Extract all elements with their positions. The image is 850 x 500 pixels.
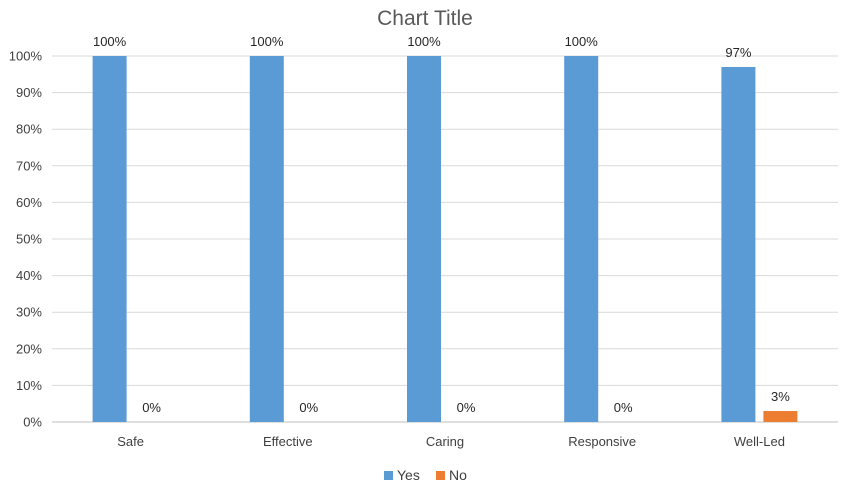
- x-category-label: Well-Led: [734, 434, 785, 449]
- x-category-label: Caring: [426, 434, 464, 449]
- bar-yes-responsive: [564, 56, 599, 422]
- data-label: 100%: [565, 34, 599, 49]
- y-tick-label: 10%: [16, 378, 42, 393]
- data-label: 0%: [299, 400, 318, 415]
- legend-swatch: [436, 471, 445, 480]
- legend-item-yes: Yes: [384, 467, 420, 483]
- y-tick-label: 60%: [16, 195, 42, 210]
- legend: Yes No: [384, 467, 467, 483]
- legend-label: Yes: [397, 467, 420, 483]
- data-label: 100%: [407, 34, 441, 49]
- data-labels: 100% 0% 100% 0% 100% 0% 100% 0% 97% 3%: [93, 34, 790, 415]
- y-tick-label: 70%: [16, 158, 42, 173]
- bar-yes-effective: [249, 56, 284, 422]
- bar-yes-safe: [92, 56, 127, 422]
- legend-item-no: No: [436, 467, 467, 483]
- x-axis-categories: Safe Effective Caring Responsive Well-Led: [117, 434, 785, 449]
- bar-yes-well-led: [721, 66, 756, 422]
- y-tick-label: 100%: [9, 49, 43, 64]
- y-axis-ticks: 0% 10% 20% 30% 40% 50% 60% 70% 80% 90% 100%: [9, 49, 43, 430]
- y-tick-label: 0%: [23, 415, 42, 430]
- y-tick-label: 80%: [16, 122, 42, 137]
- gridlines: [52, 55, 838, 423]
- data-label: 97%: [725, 45, 751, 60]
- data-label: 0%: [457, 400, 476, 415]
- y-tick-label: 90%: [16, 85, 42, 100]
- bar-no-well-led: [763, 411, 798, 422]
- data-label: 3%: [771, 389, 790, 404]
- legend-swatch: [384, 471, 393, 480]
- y-tick-label: 30%: [16, 305, 42, 320]
- data-label: 0%: [614, 400, 633, 415]
- chart-title: Chart Title: [377, 7, 473, 30]
- y-tick-label: 50%: [16, 232, 42, 247]
- bars: [92, 56, 798, 422]
- y-tick-label: 20%: [16, 341, 42, 356]
- x-category-label: Effective: [263, 434, 313, 449]
- data-label: 100%: [250, 34, 284, 49]
- x-category-label: Responsive: [568, 434, 636, 449]
- bar-yes-caring: [407, 56, 441, 422]
- x-category-label: Safe: [117, 434, 144, 449]
- legend-label: No: [449, 467, 467, 483]
- y-tick-label: 40%: [16, 268, 42, 283]
- data-label: 0%: [142, 400, 161, 415]
- data-label: 100%: [93, 34, 127, 49]
